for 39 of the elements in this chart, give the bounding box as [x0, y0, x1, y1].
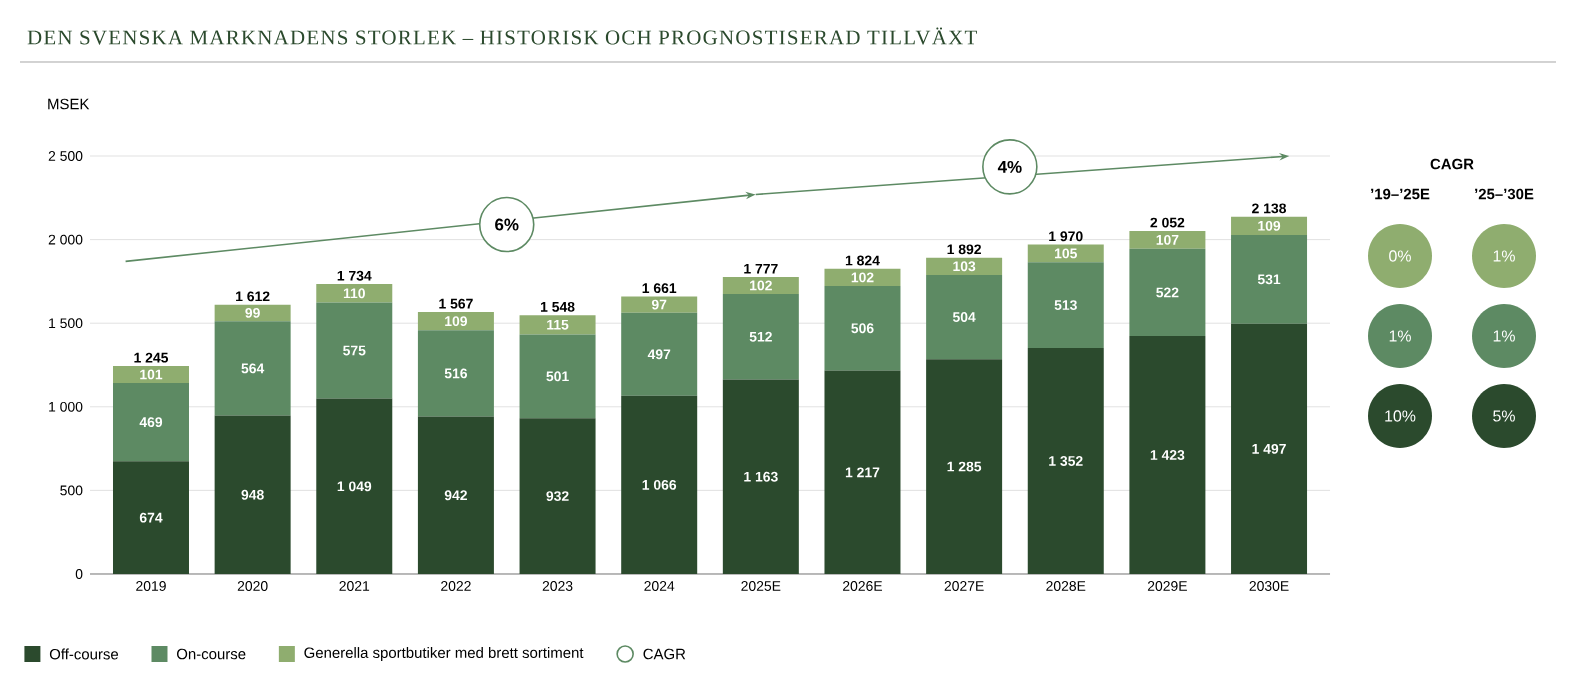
bar [214, 415, 291, 574]
bar [722, 293, 799, 380]
bar [722, 276, 799, 294]
bar [824, 268, 901, 286]
bar [1027, 244, 1104, 263]
bar [1027, 262, 1104, 348]
bar [519, 418, 596, 574]
bar [926, 257, 1003, 275]
bar [621, 296, 698, 313]
bar [112, 382, 189, 462]
bar [621, 312, 698, 396]
chart-title: DEN SVENSKA MARKNADENS STORLEK – HISTORISK OCH PROGNOSTISERAD TILLVÄXT [27, 27, 977, 45]
bar [316, 302, 393, 399]
bar [1231, 216, 1308, 235]
bar [519, 315, 596, 335]
annotation: 4% [997, 160, 1022, 173]
bar [519, 334, 596, 419]
bar [1129, 248, 1206, 337]
bar [1231, 234, 1308, 324]
bar [1129, 336, 1206, 574]
bar [316, 398, 393, 574]
bar [1129, 230, 1206, 249]
bar [722, 379, 799, 574]
bar [417, 330, 494, 417]
bar [112, 366, 189, 383]
bar [824, 285, 901, 371]
bar [417, 311, 494, 331]
bar [824, 370, 901, 574]
bar [417, 416, 494, 574]
bar [214, 304, 291, 322]
bar [214, 321, 291, 416]
bar [926, 274, 1003, 360]
bar [112, 461, 189, 574]
bar [1027, 347, 1104, 574]
annotation: 6% [495, 218, 519, 231]
bar [926, 359, 1003, 574]
bar [316, 284, 393, 303]
bar [1231, 323, 1308, 574]
bar [621, 395, 698, 574]
